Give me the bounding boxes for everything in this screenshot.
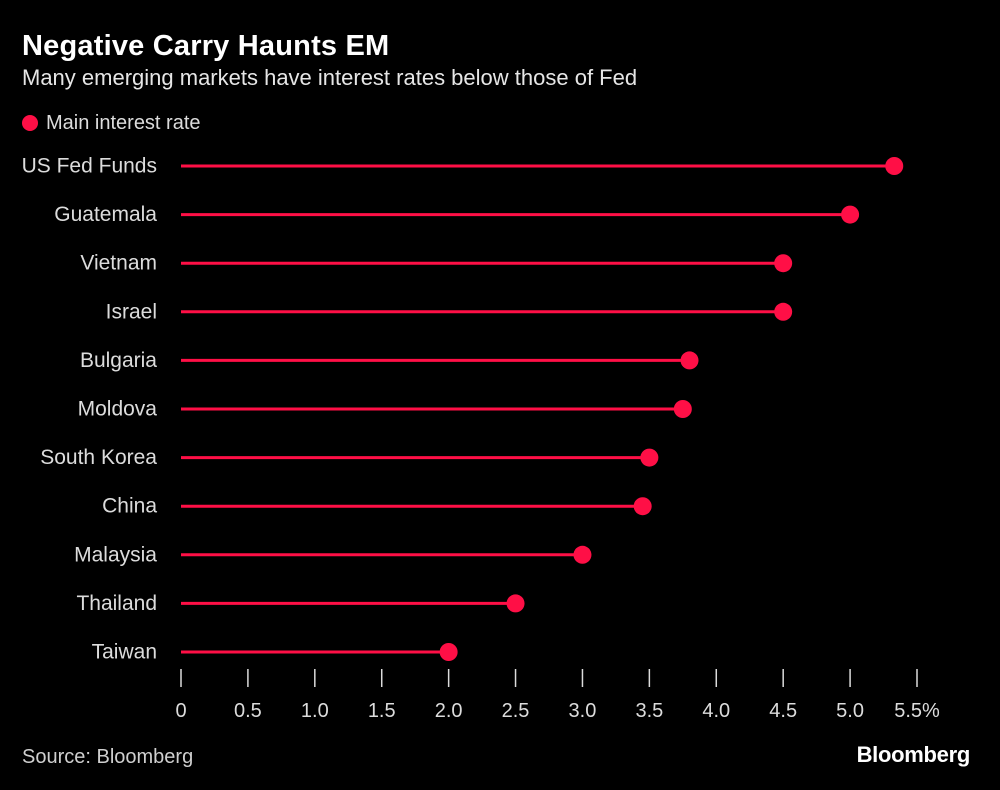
x-tick-label-8: 4.0 xyxy=(702,700,730,722)
bloomberg-logo: Bloomberg xyxy=(856,742,971,767)
x-tick-label-5: 2.5 xyxy=(502,700,530,722)
x-tick-label-1: 0.5 xyxy=(234,700,262,722)
x-tick-label-4: 2.0 xyxy=(435,700,463,722)
legend-label: Main interest rate xyxy=(46,111,201,134)
lollipop-dot-vietnam xyxy=(774,254,793,273)
lollipop-dot-malaysia xyxy=(573,545,592,564)
category-label-south-korea: South Korea xyxy=(40,446,157,469)
category-label-moldova: Moldova xyxy=(78,398,158,421)
x-tick-label-11: 5.5% xyxy=(894,700,940,722)
x-tick-label-3: 1.5 xyxy=(368,700,396,722)
source-note: Source: Bloomberg xyxy=(22,746,194,768)
lollipop-dot-moldova xyxy=(673,400,692,418)
lollipop-dot-guatemala xyxy=(841,205,860,224)
category-label-taiwan: Taiwan xyxy=(92,641,157,664)
lollipop-dot-south-korea xyxy=(640,448,659,467)
category-label-israel: Israel xyxy=(106,300,157,323)
category-label-vietnam: Vietnam xyxy=(80,252,157,275)
category-label-us-fed-funds: US Fed Funds xyxy=(22,155,157,178)
x-tick-label-0: 0 xyxy=(175,700,186,722)
x-tick-label-7: 3.5 xyxy=(635,700,663,722)
category-label-thailand: Thailand xyxy=(76,592,157,615)
category-label-bulgaria: Bulgaria xyxy=(80,349,157,372)
lollipop-dot-bulgaria xyxy=(680,351,699,370)
lollipop-dot-israel xyxy=(774,302,793,321)
x-tick-label-6: 3.0 xyxy=(569,700,597,722)
legend: Main interest rate xyxy=(22,110,201,136)
chart-title: Negative Carry Haunts EM xyxy=(22,30,390,62)
lollipop-dot-china xyxy=(633,497,652,516)
x-tick-label-2: 1.0 xyxy=(301,700,329,722)
category-label-guatemala: Guatemala xyxy=(54,203,157,226)
x-tick-label-9: 4.5 xyxy=(769,700,797,722)
legend-marker-icon xyxy=(22,115,38,131)
lollipop-dot-taiwan xyxy=(439,643,458,661)
category-label-malaysia: Malaysia xyxy=(74,543,157,566)
lollipop-dot-us-fed-funds xyxy=(885,157,904,175)
lollipop-dot-thailand xyxy=(506,594,525,613)
category-label-china: China xyxy=(102,495,157,518)
x-tick-label-10: 5.0 xyxy=(836,700,864,722)
chart-subtitle: Many emerging markets have interest rate… xyxy=(22,65,638,90)
